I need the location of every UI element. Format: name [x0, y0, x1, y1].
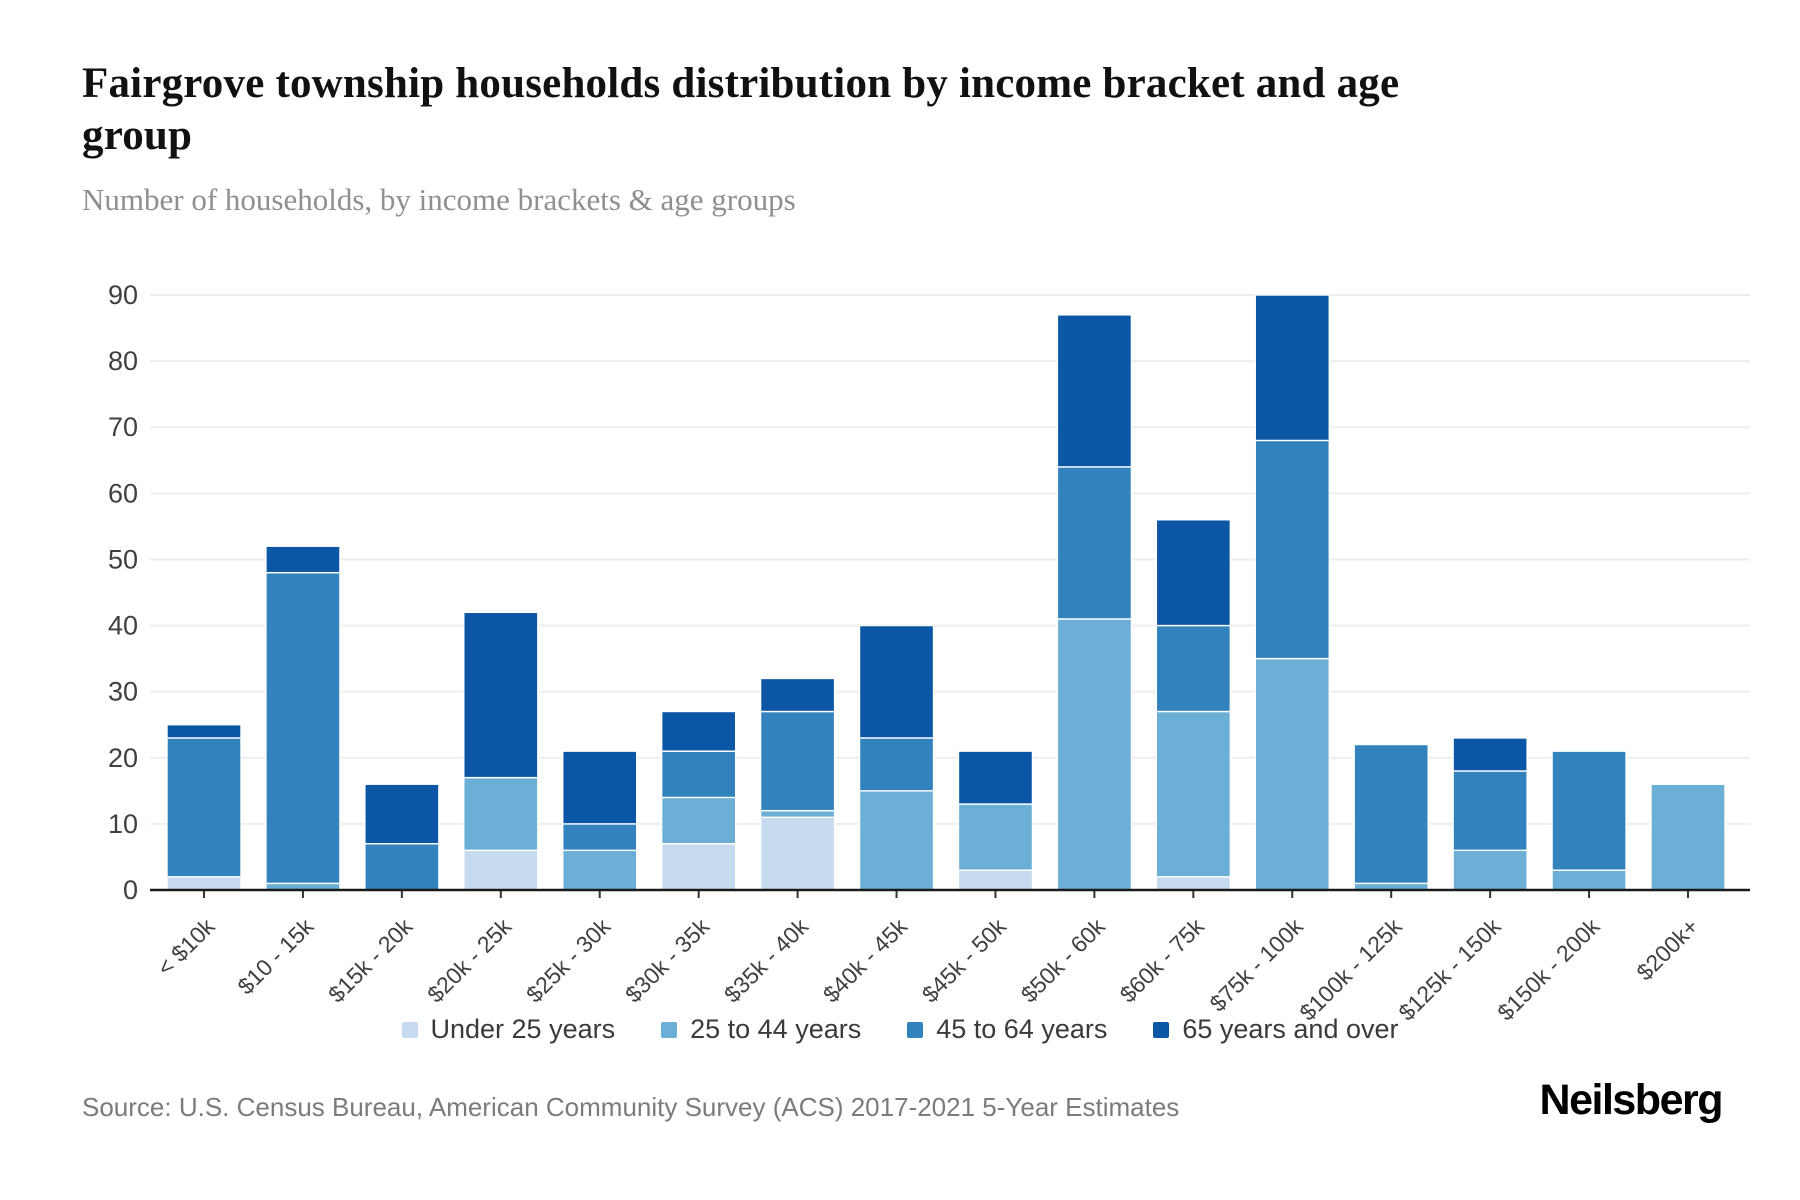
x-axis-label: $75k - 100k: [1204, 913, 1308, 1017]
legend-label: 45 to 64 years: [936, 1014, 1108, 1044]
bar-segment[interactable]: [562, 823, 638, 852]
bar-segment[interactable]: [759, 809, 836, 818]
y-axis-label: 70: [108, 412, 138, 442]
x-axis-label: $150k - 200k: [1492, 913, 1605, 1026]
bar-segment[interactable]: [1056, 618, 1133, 891]
x-axis-label: < $10k: [152, 913, 220, 981]
y-axis-label: 20: [108, 743, 138, 773]
bar-segment[interactable]: [1452, 849, 1528, 891]
x-axis-label: $10 - 15k: [232, 913, 319, 1000]
bar-segment[interactable]: [1155, 876, 1232, 891]
bar-segment[interactable]: [957, 750, 1034, 805]
chart-legend: Under 25 years 25 to 44 years 45 to 64 yea…: [40, 1014, 1760, 1045]
bar-segment[interactable]: [1155, 624, 1232, 713]
bar-segment[interactable]: [364, 843, 440, 891]
y-axis-label: 50: [108, 544, 138, 574]
bar-segment[interactable]: [1452, 770, 1528, 852]
bar-segment[interactable]: [562, 849, 638, 891]
legend-item-65-years-and-over[interactable]: 65 years and over: [1153, 1014, 1399, 1045]
bar-segment[interactable]: [759, 710, 836, 812]
x-axis-label: $45k - 50k: [917, 913, 1012, 1008]
bar-segment[interactable]: [1551, 869, 1627, 891]
bar-segment[interactable]: [463, 849, 539, 891]
bar-segment[interactable]: [1056, 314, 1133, 468]
source-note: Source: U.S. Census Bureau, American Com…: [82, 1092, 1180, 1122]
bar-segment[interactable]: [1353, 743, 1429, 885]
bar-segment[interactable]: [562, 750, 638, 825]
bar-segment[interactable]: [1155, 519, 1232, 627]
legend-swatch: [401, 1021, 418, 1038]
x-axis-label: $125k - 150k: [1393, 913, 1506, 1026]
bar-segment[interactable]: [166, 876, 242, 891]
x-axis-label: $20k - 25k: [422, 913, 517, 1008]
x-axis-label: $25k - 30k: [521, 913, 616, 1008]
bar-segment[interactable]: [1650, 783, 1726, 891]
bar-segment[interactable]: [463, 776, 539, 852]
bar-segment[interactable]: [265, 545, 341, 574]
x-axis-label: $30k - 35k: [620, 913, 715, 1008]
x-axis-label: $40k - 45k: [818, 913, 913, 1008]
bar-segment[interactable]: [364, 783, 440, 845]
bar-segment[interactable]: [660, 710, 737, 752]
neilsberg-logo: Neilsberg: [1539, 1076, 1724, 1124]
bar-segment[interactable]: [1254, 439, 1330, 660]
bar-segment[interactable]: [1056, 466, 1133, 620]
y-axis-label: 80: [108, 346, 138, 376]
legend-item-45-to-64-years[interactable]: 45 to 64 years: [907, 1014, 1107, 1045]
x-axis-label: $200k+: [1631, 913, 1703, 985]
legend-swatch: [1153, 1021, 1170, 1038]
bar-segment[interactable]: [166, 737, 242, 878]
legend-label: 25 to 44 years: [690, 1014, 862, 1044]
legend-swatch: [661, 1021, 678, 1038]
bar-segment[interactable]: [660, 843, 737, 891]
bar-segment[interactable]: [957, 869, 1034, 891]
legend-item-under-25-years[interactable]: Under 25 years: [401, 1014, 616, 1045]
bar-segment[interactable]: [1551, 750, 1627, 871]
y-axis-label: 10: [108, 809, 138, 839]
bar-segment[interactable]: [660, 796, 737, 845]
bar-segment[interactable]: [166, 724, 242, 739]
legend-swatch: [907, 1021, 924, 1038]
x-axis-label: $15k - 20k: [323, 913, 418, 1008]
bar-segment[interactable]: [660, 750, 737, 799]
bar-segment[interactable]: [858, 624, 935, 739]
bar-segment[interactable]: [265, 571, 341, 885]
bar-segment[interactable]: [1254, 657, 1330, 891]
y-axis-label: 60: [108, 478, 138, 508]
bar-segment[interactable]: [759, 816, 836, 891]
bar-segment[interactable]: [858, 790, 935, 891]
x-axis-label: $50k - 60k: [1016, 913, 1111, 1008]
x-axis-label: $60k - 75k: [1115, 913, 1210, 1008]
chart-subtitle: Number of households, by income brackets…: [82, 182, 796, 217]
legend-item-25-to-44-years[interactable]: 25 to 44 years: [661, 1014, 861, 1045]
legend-label: 65 years and over: [1182, 1014, 1399, 1044]
y-axis-label: 40: [108, 611, 138, 641]
bar-segment[interactable]: [1155, 710, 1232, 878]
x-axis-label: $35k - 40k: [719, 913, 814, 1008]
bar-segment[interactable]: [1254, 294, 1330, 442]
bar-segment[interactable]: [1452, 737, 1528, 772]
bar-segment[interactable]: [759, 677, 836, 713]
legend-label: Under 25 years: [430, 1014, 616, 1044]
y-axis-label: 90: [108, 280, 138, 310]
chart-title: Fairgrove township households distributi…: [82, 60, 1400, 160]
y-axis-label: 0: [123, 875, 138, 905]
x-axis-label: $100k - 125k: [1294, 913, 1407, 1026]
bar-segment[interactable]: [463, 611, 539, 779]
bar-segment[interactable]: [858, 737, 935, 792]
y-axis-label: 30: [108, 677, 138, 707]
bar-segment[interactable]: [957, 803, 1034, 871]
